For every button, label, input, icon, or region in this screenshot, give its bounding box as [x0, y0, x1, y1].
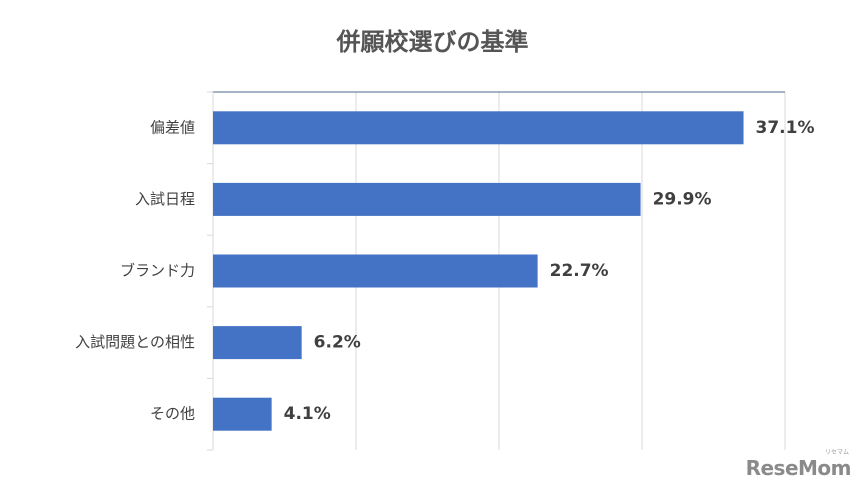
data-label: 6.2%	[314, 333, 361, 353]
category-label: 入試日程	[135, 190, 195, 208]
bar	[213, 111, 744, 145]
bar-series	[213, 111, 744, 431]
category-label: その他	[150, 405, 195, 423]
data-label: 22.7%	[550, 261, 609, 281]
chart-title: 併願校選びの基準	[336, 28, 529, 56]
data-label: 4.1%	[284, 404, 331, 424]
bar	[213, 326, 302, 360]
labels: 偏差値 37.1% 入試日程 29.9% ブランド力 22.7% 入試問題との相性 6.2% そ…	[75, 118, 814, 424]
watermark-subtext: リセマム	[824, 449, 849, 456]
resemom-logo: ReseMom	[745, 456, 852, 480]
data-label: 37.1%	[756, 118, 815, 138]
bar	[213, 397, 272, 431]
category-label: ブランド力	[120, 262, 195, 280]
bar	[213, 182, 641, 216]
data-label: 29.9%	[653, 189, 712, 209]
bar	[213, 254, 538, 288]
category-label: 入試問題との相性	[75, 333, 195, 351]
category-axis	[207, 91, 214, 451]
category-label: 偏差値	[150, 118, 195, 136]
